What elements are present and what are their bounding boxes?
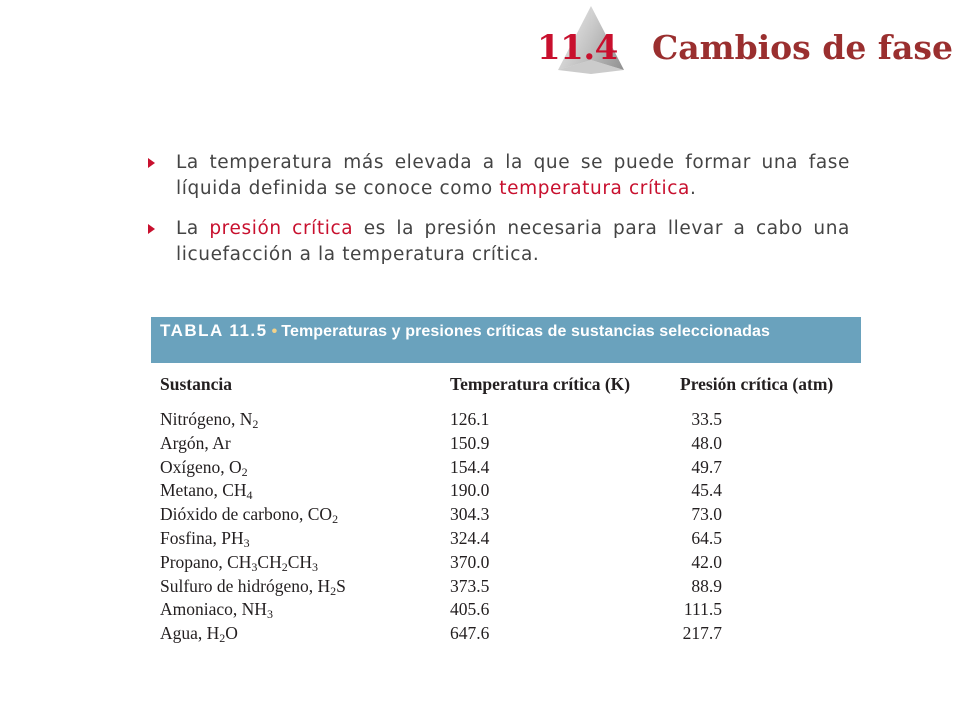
term-critical-pressure: presión crítica [209, 218, 354, 239]
table-body: Nitrógeno, N2 126.1 33.5 Argón, Ar 150.9 48.0… [160, 408, 860, 646]
pressure-value: 111.5 [683, 599, 722, 620]
section-number: 11.4 [537, 28, 618, 68]
cell-pressure: 73.0 [680, 503, 860, 527]
cell-substance: Agua, H2O [160, 622, 450, 646]
cell-temperature: 647.6 [450, 623, 490, 644]
bullet-text: La temperatura más elevada a la que se p… [176, 152, 850, 199]
section-title: Cambios de fase [652, 28, 953, 67]
cell-substance: Propano, CH3CH2CH3 [160, 551, 450, 575]
term-critical-temperature: temperatura crítica [499, 178, 690, 199]
substance-formula: O2 [229, 456, 248, 479]
cell-temperature: 304.3 [450, 504, 490, 525]
cell-pressure: 88.9 [680, 575, 860, 599]
pressure-value: 217.7 [682, 623, 722, 644]
cell-temperature: 190.0 [450, 480, 490, 501]
pressure-value: 48.0 [691, 432, 722, 453]
cell-temperature: 150.9 [450, 432, 490, 453]
bullet-critical-temperature: La temperatura más elevada a la que se p… [142, 150, 850, 202]
cell-pressure: 48.0 [680, 432, 860, 456]
cell-pressure: 217.7 [680, 622, 860, 646]
cell-substance: Amoniaco, NH3 [160, 598, 450, 622]
table-row: Agua, H2O 647.6 217.7 [160, 622, 860, 646]
bullet-list: La temperatura más elevada a la que se p… [142, 150, 850, 282]
substance-name: Metano, [160, 480, 223, 501]
table-header-row: Sustancia Temperatura crítica (K) Presió… [160, 374, 860, 408]
table-row: Propano, CH3CH2CH3 370.0 42.0 [160, 551, 860, 575]
cell-pressure: 64.5 [680, 527, 860, 551]
pressure-value: 64.5 [691, 527, 722, 548]
table-row: Nitrógeno, N2 126.1 33.5 [160, 408, 860, 432]
cell-temperature: 126.1 [450, 409, 490, 429]
cell-pressure: 42.0 [680, 551, 860, 575]
table-row: Amoniaco, NH3 405.6 111.5 [160, 598, 860, 622]
pressure-value: 42.0 [691, 551, 722, 572]
substance-formula: H2S [317, 575, 346, 598]
bullet-arrow-icon [148, 224, 155, 234]
substance-name: Propano, [160, 551, 228, 572]
table-title-bar: TABLA 11.5 • Temperaturas y presiones crít… [151, 317, 861, 363]
cell-pressure: 45.4 [680, 479, 860, 503]
pressure-value: 88.9 [691, 575, 722, 596]
substance-name: Oxígeno, [160, 456, 230, 477]
table-row: Dióxido de carbono, CO2 304.3 73.0 [160, 503, 860, 527]
pressure-value: 33.5 [691, 409, 722, 429]
substance-formula: CO2 [307, 504, 339, 527]
cell-pressure: 111.5 [680, 598, 860, 622]
cell-temperature: 405.6 [450, 599, 490, 620]
cell-substance: Argón, Ar [160, 432, 450, 456]
bullet-critical-pressure: La presión crítica es la presión necesar… [142, 216, 850, 268]
cell-substance: Sulfuro de hidrógeno, H2S [160, 575, 450, 599]
pyramid-logo-icon [558, 6, 624, 74]
cell-substance: Nitrógeno, N2 [160, 408, 450, 432]
table-row: Sulfuro de hidrógeno, H2S 373.5 88.9 [160, 575, 860, 599]
cell-pressure: 49.7 [680, 456, 860, 480]
substance-formula: Ar [212, 432, 231, 453]
cell-substance: Fosfina, PH3 [160, 527, 450, 551]
pressure-value: 73.0 [691, 504, 722, 525]
cell-temperature: 370.0 [450, 551, 490, 572]
bullet-text-end: . [689, 178, 697, 199]
substance-name: Fosfina, [160, 527, 222, 548]
table-caption-text: Temperaturas y presiones críticas de sus… [281, 323, 771, 340]
pressure-value: 45.4 [691, 480, 722, 501]
cell-substance: Metano, CH4 [160, 479, 450, 503]
cell-temperature: 373.5 [450, 575, 490, 596]
substance-formula: CH3CH2CH3 [227, 551, 319, 574]
column-header-pressure: Presión crítica (atm) [680, 374, 834, 394]
cell-substance: Dióxido de carbono, CO2 [160, 503, 450, 527]
substance-name: Amoniaco, [160, 599, 242, 620]
substance-formula: CH4 [222, 480, 253, 503]
cell-pressure: 33.5 [680, 408, 860, 432]
table-caption: TABLA 11.5 • Temperaturas y presiones crít… [160, 321, 852, 341]
bullet-text: La [176, 218, 210, 239]
table-row: Oxígeno, O2 154.4 49.7 [160, 456, 860, 480]
substance-name: Argón, [160, 432, 213, 453]
substance-name: Dióxido de carbono, [160, 504, 308, 525]
cell-substance: Oxígeno, O2 [160, 456, 450, 480]
substance-formula: PH3 [221, 527, 250, 550]
bullet-text-end: es la presión necesaria para llevar a ca… [176, 218, 850, 265]
table-label: TABLA 11.5 [160, 321, 268, 340]
cell-temperature: 324.4 [450, 527, 490, 548]
slide-header: 11.4 Cambios de fase [524, 0, 953, 90]
substance-formula: NH3 [241, 599, 273, 622]
table-row: Fosfina, PH3 324.4 64.5 [160, 527, 860, 551]
bullet-arrow-icon [148, 158, 155, 168]
substance-name: Sulfuro de hidrógeno, [160, 575, 318, 596]
bullet-dot-icon: • [271, 323, 278, 340]
critical-properties-table: Sustancia Temperatura crítica (K) Presió… [160, 374, 860, 646]
substance-formula: N2 [239, 409, 259, 431]
substance-name: Agua, [160, 623, 207, 644]
column-header-substance: Sustancia [160, 374, 232, 394]
table-row: Metano, CH4 190.0 45.4 [160, 479, 860, 503]
column-header-temperature: Temperatura crítica (K) [450, 374, 631, 394]
pressure-value: 49.7 [691, 456, 722, 477]
substance-formula: H2O [206, 623, 238, 646]
cell-temperature: 154.4 [450, 456, 490, 477]
table-row: Argón, Ar 150.9 48.0 [160, 432, 860, 456]
substance-name: Nitrógeno, [160, 409, 240, 429]
